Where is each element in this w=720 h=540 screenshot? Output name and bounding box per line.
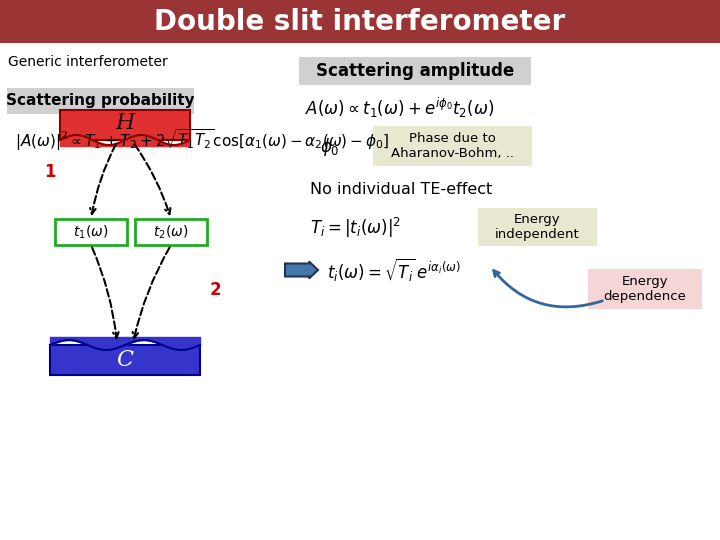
Text: $t_2(\omega)$: $t_2(\omega)$ xyxy=(153,224,189,241)
Text: Phase due to
Aharanov-Bohm, ..: Phase due to Aharanov-Bohm, .. xyxy=(391,132,514,160)
Text: 2: 2 xyxy=(210,281,221,299)
Text: $\phi_0$: $\phi_0$ xyxy=(320,136,340,158)
FancyBboxPatch shape xyxy=(478,208,597,246)
Bar xyxy=(55,219,127,245)
Text: Energy
dependence: Energy dependence xyxy=(603,275,686,303)
Text: $A(\omega) \propto t_1(\omega) + e^{i\phi_0}t_2(\omega)$: $A(\omega) \propto t_1(\omega) + e^{i\ph… xyxy=(305,96,494,120)
Bar xyxy=(60,110,190,140)
Bar xyxy=(50,345,200,375)
FancyBboxPatch shape xyxy=(7,88,194,114)
Text: Scattering probability: Scattering probability xyxy=(6,93,195,109)
FancyBboxPatch shape xyxy=(588,269,702,309)
Bar xyxy=(135,219,207,245)
Text: Energy
independent: Energy independent xyxy=(495,213,580,241)
Text: Scattering amplitude: Scattering amplitude xyxy=(316,62,514,80)
Bar xyxy=(0,0,720,43)
Text: $|A(\omega)|^2 \propto T_1 + T_2 + 2\sqrt{T_1 T_2}\cos[\alpha_1(\omega)-\alpha_2: $|A(\omega)|^2 \propto T_1 + T_2 + 2\sqr… xyxy=(15,127,390,153)
Text: Double slit interferometer: Double slit interferometer xyxy=(154,8,566,36)
Text: $T_i = |t_i(\omega)|^2$: $T_i = |t_i(\omega)|^2$ xyxy=(310,216,401,240)
Text: H: H xyxy=(115,112,135,134)
FancyArrow shape xyxy=(285,261,318,279)
FancyBboxPatch shape xyxy=(373,126,532,166)
Text: No individual TE-effect: No individual TE-effect xyxy=(310,183,492,198)
Text: $t_i(\omega) = \sqrt{T_i}\,e^{i\alpha_i(\omega)}$: $t_i(\omega) = \sqrt{T_i}\,e^{i\alpha_i(… xyxy=(327,256,461,284)
Text: 1: 1 xyxy=(44,163,55,181)
Text: $t_1(\omega)$: $t_1(\omega)$ xyxy=(73,224,109,241)
Text: Generic interferometer: Generic interferometer xyxy=(8,55,168,69)
Text: C: C xyxy=(117,349,133,371)
FancyBboxPatch shape xyxy=(299,57,531,85)
